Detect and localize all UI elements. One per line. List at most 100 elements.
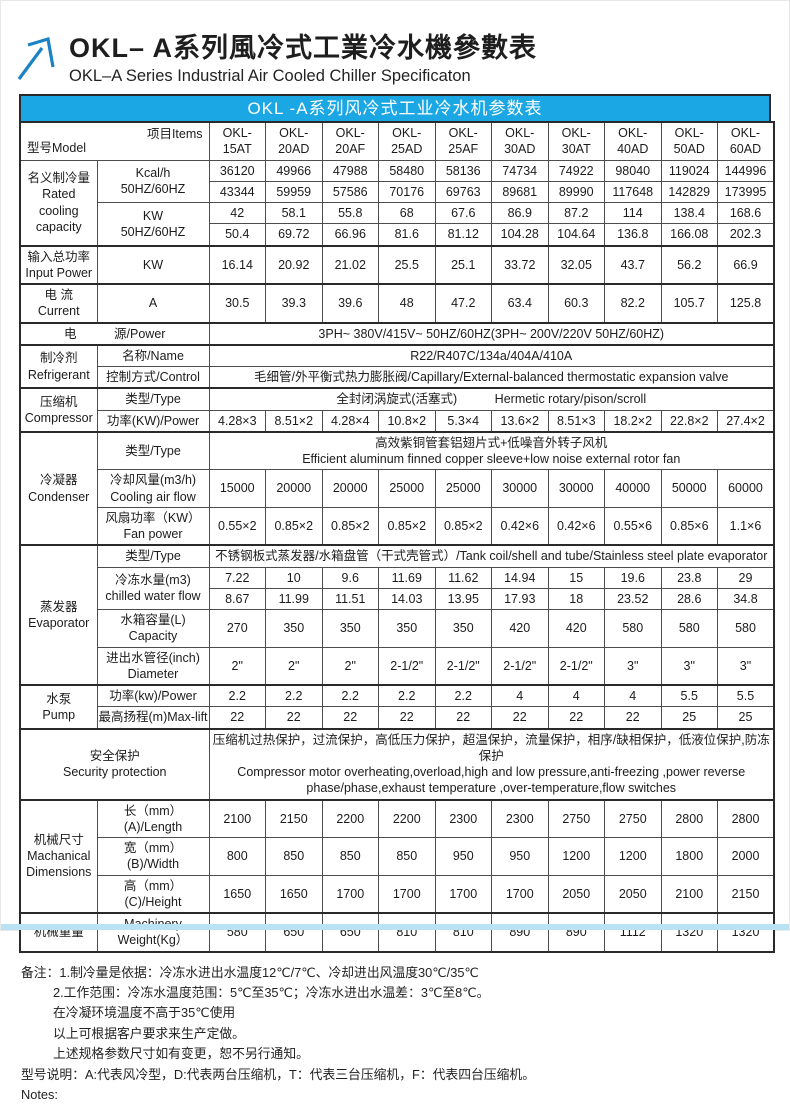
value-cell: 144996 — [717, 159, 775, 182]
value-cell: 43.7 — [604, 244, 662, 285]
value-cell: 173995 — [717, 180, 775, 204]
value-cell: 15 — [547, 566, 605, 589]
table-row: 冷冻水量(m3) chilled water flow 7.22 10 9.6 11.69… — [20, 566, 775, 611]
value-cell: 47.2 — [434, 283, 492, 324]
value-cell: 17.93 — [491, 587, 549, 611]
table-row: 冷凝器 Condenser 类型/Type 高效紫铜管套铝翅片式+低噪音外转子风机 Ef… — [19, 430, 775, 546]
value-cell: 32.05 — [547, 244, 605, 285]
value-cell: 36120 — [208, 159, 266, 182]
row-label-cell: 输入总功率 Input Power — [19, 244, 98, 285]
span-value-cell: R22/R407C/134a/404A/410A — [208, 343, 775, 368]
value-cell: 105.7 — [660, 283, 718, 324]
value-cell: 22 — [378, 706, 436, 730]
value-cell: 650 — [265, 912, 323, 953]
span-value-cell: 毛细管/外平衡式热力膨胀阀/Capillary/External-balance… — [208, 366, 775, 389]
value-cell: 420 — [547, 609, 605, 648]
value-cell: 2-1/2" — [491, 646, 549, 686]
value-cell: 50000 — [660, 469, 718, 508]
value-cell: 34.8 — [717, 587, 775, 611]
value-cell: 20000 — [265, 469, 323, 508]
model-header-cell: OKL-15AT — [208, 121, 266, 161]
value-cell: 1700 — [378, 874, 436, 914]
value-cell: 20000 — [321, 469, 379, 508]
value-cell: 70176 — [378, 180, 436, 204]
value-cell: 60.3 — [547, 283, 605, 324]
value-cell: 11.69 — [378, 566, 436, 589]
table-row: 进出水管径(inch) Diameter 2" 2" 2" 2-1/2" 2-1/2" 2-1… — [20, 646, 775, 686]
value-cell: 800 — [208, 837, 266, 876]
value-cell: 87.2 — [547, 202, 605, 225]
item-label-cell: 控制方式/Control — [96, 366, 210, 389]
value-cell: 2-1/2" — [378, 646, 436, 686]
value-cell: 25 — [660, 706, 718, 730]
value-cell: 1200 — [547, 837, 605, 876]
value-cell: 2" — [321, 646, 379, 686]
value-cell: 2050 — [547, 874, 605, 914]
value-cell: 2800 — [660, 798, 718, 839]
value-cell: 14.03 — [378, 587, 436, 611]
table-row: 43344 59959 57586 70176 69763 89681 89990 11764… — [20, 180, 775, 204]
value-cell: 27.4×2 — [717, 409, 775, 433]
value-cell: 1650 — [208, 874, 266, 914]
value-cell: 1320 — [660, 912, 718, 953]
value-cell: 2" — [208, 646, 266, 686]
row-label-cell: 水泵 Pump — [19, 684, 98, 730]
table-row: 控制方式/Control 毛细管/外平衡式热力膨胀阀/Capillary/Exte… — [20, 366, 775, 389]
value-cell: 69763 — [434, 180, 492, 204]
value-cell: 33.72 — [491, 244, 549, 285]
item-label-cell: 冷却风量(m3/h) Cooling air flow — [96, 469, 210, 508]
value-cell: 86.9 — [491, 202, 549, 225]
item-label-cell: 水箱容量(L) Capacity — [96, 609, 210, 648]
item-label-cell: 功率(KW)/Power — [96, 409, 210, 433]
row-label-cell: 冷凝器 Condenser — [19, 430, 98, 546]
value-cell: 890 — [491, 912, 549, 953]
table-row: 风扇功率（KW） Fan power 0.55×2 0.85×2 0.85×2 0.85×… — [20, 506, 775, 546]
value-cell: 11.62 — [434, 566, 492, 589]
value-cell: 2200 — [321, 798, 379, 839]
table-row: 压缩机 Compressor 类型/Type 全封闭涡旋式(活塞式) Hermetic… — [19, 387, 775, 433]
model-header-cell: OKL-50AD — [660, 121, 718, 161]
value-cell: 23.8 — [660, 566, 718, 589]
value-cell: 580 — [604, 609, 662, 648]
value-cell: 11.51 — [321, 587, 379, 611]
table-row: 安全保护 Security protection 压缩机过热保护，过流保护，高低压力… — [19, 727, 775, 801]
value-cell: 2300 — [491, 798, 549, 839]
value-cell: 2200 — [378, 798, 436, 839]
value-cell: 29 — [717, 566, 775, 589]
value-cell: 2300 — [434, 798, 492, 839]
value-cell: 0.42×6 — [491, 506, 549, 546]
value-cell: 89990 — [547, 180, 605, 204]
corner-model-label: 型号Model — [27, 141, 87, 156]
row-label-cell: 电 流 Current — [19, 283, 98, 324]
value-cell: 40000 — [604, 469, 662, 508]
value-cell: 119024 — [660, 159, 718, 182]
value-cell: 420 — [491, 609, 549, 648]
value-cell: 580 — [717, 609, 775, 648]
item-label-cell: 高（mm）(C)/Height — [96, 874, 210, 914]
value-cell: 74734 — [491, 159, 549, 182]
note-line: 2.工作范围：冷冻水温度范围：5℃至35℃；冷冻水进出水温差：3℃至8℃。 — [53, 985, 490, 1001]
value-cell: 22 — [604, 706, 662, 730]
item-label-cell: 功率(kw)/Power — [96, 684, 210, 708]
value-cell: 59959 — [265, 180, 323, 204]
value-cell: 10 — [265, 566, 323, 589]
value-cell: 202.3 — [717, 223, 775, 247]
value-cell: 2050 — [604, 874, 662, 914]
value-cell: 5.5 — [660, 684, 718, 708]
value-cell: 98040 — [604, 159, 662, 182]
value-cell: 2150 — [717, 874, 775, 914]
value-cell: 1200 — [604, 837, 662, 876]
value-cell: 18 — [547, 587, 605, 611]
value-cell: 2-1/2" — [547, 646, 605, 686]
value-cell: 9.6 — [321, 566, 379, 589]
value-cell: 0.85×2 — [321, 506, 379, 546]
value-cell: 58.1 — [265, 202, 323, 225]
value-cell: 8.67 — [208, 587, 266, 611]
value-cell: 1800 — [660, 837, 718, 876]
note-line: 以上可根据客户要求来生产定做。 — [53, 1025, 245, 1041]
row-label-cell: 安全保护 Security protection — [19, 727, 210, 801]
table-row: 冷却风量(m3/h) Cooling air flow 15000 20000 2000… — [20, 469, 775, 508]
model-header-cell: OKL-20AF — [321, 121, 379, 161]
value-cell: 7.22 — [208, 566, 266, 589]
value-cell: 104.28 — [491, 223, 549, 247]
